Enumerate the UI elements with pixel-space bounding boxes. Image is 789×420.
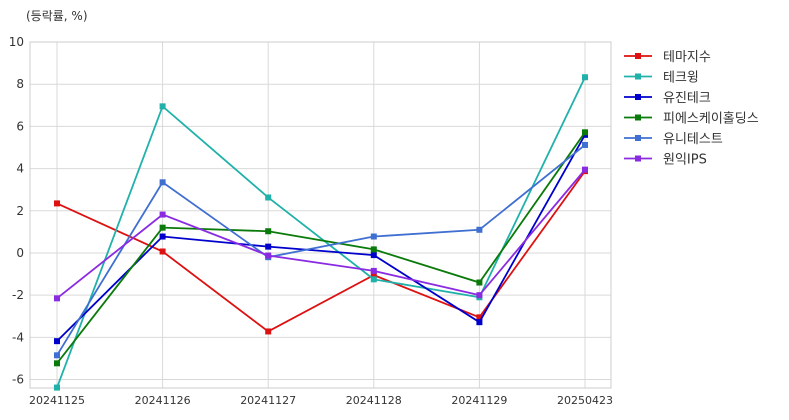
data-point [265,228,272,235]
data-point [582,74,588,81]
data-point [159,179,166,186]
data-point [476,292,483,299]
data-point [265,243,272,250]
data-point [159,233,166,240]
legend-marker [635,114,641,121]
unit-label: (등락률, %) [26,9,88,23]
data-point [370,246,377,253]
data-point [370,272,377,279]
series-line [56,169,586,300]
x-axis: 20241125 20241126 20241127 20241128 20241129… [29,394,613,407]
data-point [159,224,166,231]
y-tick-label: -2 [12,288,24,302]
data-point [476,314,483,321]
series-group [54,74,588,391]
series-line [56,76,586,388]
series-원익IPS [54,166,588,302]
plot-frame [29,41,612,389]
series-line [56,170,586,333]
y-tick-label: -4 [12,330,24,344]
y-tick-label: 0 [16,246,24,260]
legend-label: 피에스케이홀딩스 [663,112,759,127]
data-point [582,129,588,136]
data-point [370,233,377,240]
x-tick-label: 20241128 [346,394,402,407]
data-point [370,252,377,259]
series-피에스케이홀딩스 [54,129,588,367]
data-point [582,141,588,148]
data-point [476,226,483,233]
data-point [370,267,377,274]
data-point [54,384,60,391]
data-point [54,352,60,359]
data-point [582,166,588,173]
legend-item: 테크윙 [624,70,699,86]
x-tick-label: 20241129 [451,394,507,407]
legend-item: 유진테크 [624,91,711,106]
data-point [54,360,60,367]
legend-marker [635,73,641,80]
grid [30,41,611,388]
data-point [54,200,60,207]
legend-marker [635,53,641,59]
series-line [56,134,586,342]
y-tick-label: 8 [16,77,24,91]
legend-item: 테마지수 [624,50,711,65]
y-tick-label: 10 [9,35,24,49]
series-테크윙 [54,74,588,391]
legend-label: 테마지수 [663,50,711,65]
x-tick-label: 20241126 [135,394,191,407]
y-axis: -6 -4 -2 0 2 4 6 8 10 [9,35,24,387]
data-point [476,319,483,326]
y-tick-label: -6 [12,373,24,387]
legend-item: 피에스케이홀딩스 [624,112,759,127]
data-point [265,252,272,259]
legend-marker [635,155,641,162]
data-point [265,194,272,201]
data-point [54,338,60,345]
data-point [476,279,483,286]
y-tick-label: 2 [16,204,24,218]
legend-label: 원익IPS [663,153,707,168]
legend-marker [635,135,641,141]
series-line [56,131,586,364]
data-point [159,103,166,110]
series-line [56,144,586,356]
legend-label: 테크윙 [663,70,699,86]
legend-item: 유니테스트 [624,132,723,147]
legend-label: 유진테크 [663,91,711,106]
data-point [265,328,272,335]
legend-item: 원익IPS [624,153,707,168]
data-point [159,211,166,218]
data-point [54,295,60,302]
x-tick-label: 20250423 [557,394,613,407]
legend-marker [635,94,641,100]
data-point [370,276,377,283]
x-tick-label: 20241125 [29,394,85,407]
x-tick-label: 20241127 [240,394,296,407]
y-tick-label: 6 [16,119,24,133]
y-tick-label: 4 [16,162,24,176]
data-point [159,248,166,255]
legend-label: 유니테스트 [663,132,723,147]
